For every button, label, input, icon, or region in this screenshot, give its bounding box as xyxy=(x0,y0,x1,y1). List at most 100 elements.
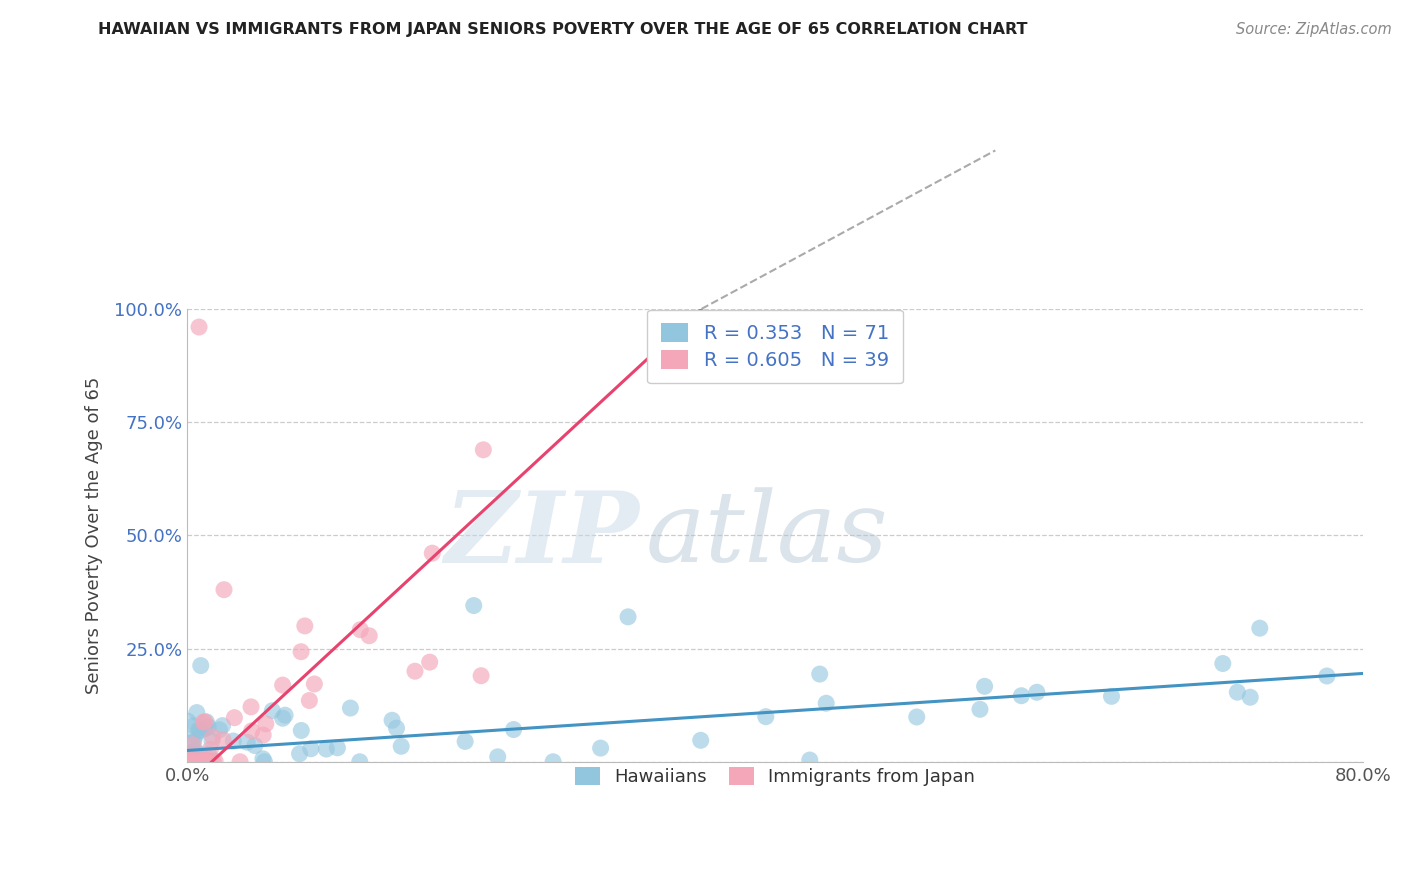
Point xyxy=(186,755,208,769)
Point xyxy=(470,669,492,683)
Point xyxy=(420,546,443,560)
Point xyxy=(815,696,838,710)
Point xyxy=(240,723,263,738)
Point xyxy=(180,748,202,763)
Point xyxy=(290,645,312,659)
Text: Source: ZipAtlas.com: Source: ZipAtlas.com xyxy=(1236,22,1392,37)
Point xyxy=(236,735,259,749)
Point xyxy=(186,706,208,720)
Point xyxy=(1249,621,1271,635)
Point xyxy=(589,741,612,756)
Point xyxy=(463,599,485,613)
Point xyxy=(253,755,276,769)
Point xyxy=(193,755,215,769)
Point xyxy=(905,710,928,724)
Point xyxy=(326,740,349,755)
Point xyxy=(349,755,371,769)
Point xyxy=(194,714,217,729)
Point xyxy=(187,755,209,769)
Point xyxy=(1239,690,1261,705)
Point xyxy=(177,755,200,769)
Point xyxy=(202,755,225,769)
Point xyxy=(195,714,218,729)
Text: ZIP: ZIP xyxy=(444,487,640,583)
Point xyxy=(208,723,231,737)
Point xyxy=(294,619,316,633)
Point xyxy=(179,750,201,764)
Point xyxy=(1316,669,1339,683)
Point xyxy=(808,667,831,681)
Point xyxy=(190,658,212,673)
Point xyxy=(1101,690,1123,704)
Point xyxy=(188,320,211,334)
Point xyxy=(541,755,564,769)
Point xyxy=(200,742,222,756)
Text: HAWAIIAN VS IMMIGRANTS FROM JAPAN SENIORS POVERTY OVER THE AGE OF 65 CORRELATION: HAWAIIAN VS IMMIGRANTS FROM JAPAN SENIOR… xyxy=(98,22,1028,37)
Point xyxy=(969,702,991,716)
Point xyxy=(212,732,235,747)
Point xyxy=(177,755,200,769)
Point xyxy=(252,728,274,742)
Point xyxy=(191,755,214,769)
Point xyxy=(184,744,207,758)
Point xyxy=(385,721,408,735)
Point xyxy=(419,655,441,669)
Point xyxy=(181,736,204,750)
Legend: Hawaiians, Immigrants from Japan: Hawaiians, Immigrants from Japan xyxy=(568,760,983,794)
Point xyxy=(389,739,412,754)
Point xyxy=(454,734,477,748)
Point xyxy=(184,728,207,742)
Point xyxy=(201,734,224,748)
Point xyxy=(315,742,337,756)
Point xyxy=(1226,685,1249,699)
Point xyxy=(177,714,200,728)
Point xyxy=(254,716,277,731)
Point xyxy=(349,623,371,637)
Point xyxy=(359,629,381,643)
Point xyxy=(799,753,821,767)
Point xyxy=(190,751,212,765)
Point xyxy=(755,709,778,723)
Point xyxy=(617,610,640,624)
Point xyxy=(298,693,321,707)
Point xyxy=(191,753,214,767)
Point xyxy=(1025,685,1047,699)
Point xyxy=(183,719,205,733)
Point xyxy=(404,664,426,678)
Point xyxy=(212,582,235,597)
Point xyxy=(193,720,215,734)
Point xyxy=(339,701,361,715)
Point xyxy=(204,754,226,768)
Point xyxy=(187,723,209,737)
Point xyxy=(194,722,217,736)
Point xyxy=(290,723,312,738)
Point xyxy=(177,755,200,769)
Point xyxy=(195,755,218,769)
Point xyxy=(1010,689,1032,703)
Point xyxy=(180,755,202,769)
Y-axis label: Seniors Poverty Over the Age of 65: Seniors Poverty Over the Age of 65 xyxy=(86,376,103,694)
Point xyxy=(229,755,252,769)
Point xyxy=(271,678,294,692)
Point xyxy=(222,734,245,748)
Point xyxy=(240,699,263,714)
Point xyxy=(190,747,212,761)
Point xyxy=(381,713,404,727)
Text: atlas: atlas xyxy=(645,488,889,583)
Point xyxy=(299,741,322,756)
Point xyxy=(262,704,284,718)
Point xyxy=(195,750,218,764)
Point xyxy=(243,739,266,753)
Point xyxy=(184,755,207,769)
Point xyxy=(181,738,204,752)
Point xyxy=(486,749,509,764)
Point xyxy=(304,677,326,691)
Point xyxy=(177,755,200,769)
Point xyxy=(179,755,201,769)
Point xyxy=(224,711,246,725)
Point xyxy=(271,711,294,725)
Point xyxy=(201,730,224,744)
Point xyxy=(274,708,297,723)
Point xyxy=(197,720,219,734)
Point xyxy=(183,753,205,767)
